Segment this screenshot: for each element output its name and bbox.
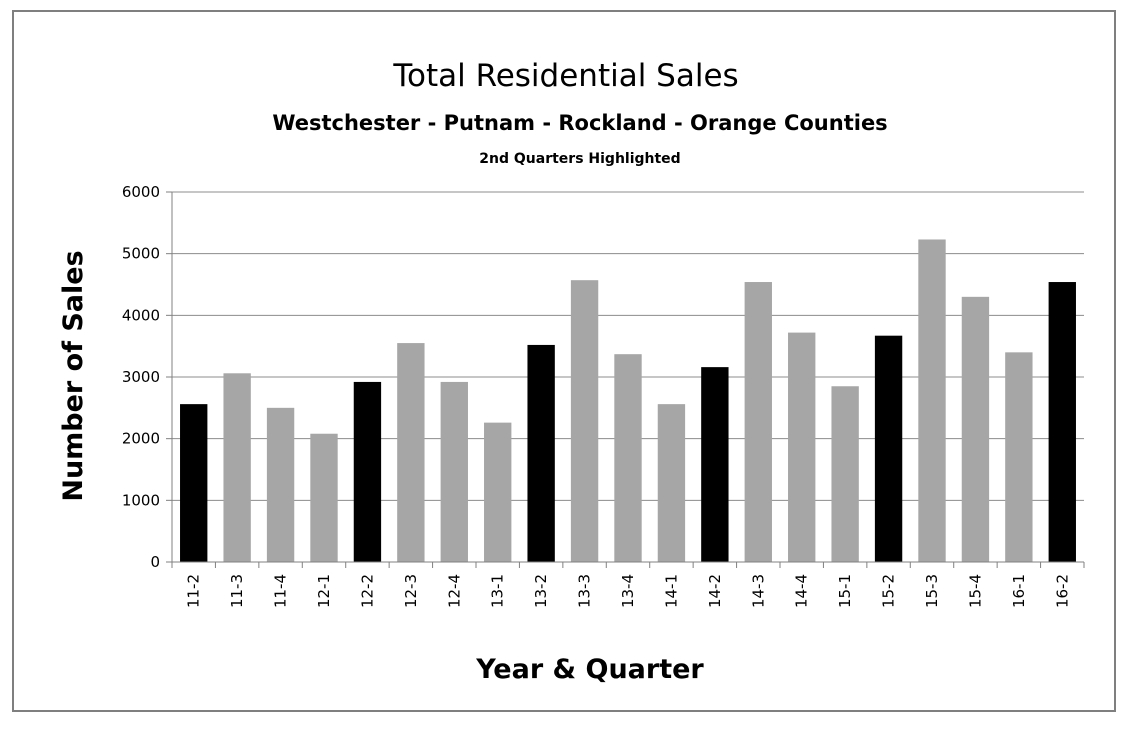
chart-note: 2nd Quarters Highlighted [479, 151, 680, 167]
x-tick-label: 13-2 [532, 574, 550, 608]
x-tick-label: 11-3 [228, 574, 246, 608]
x-tick-label: 11-2 [185, 574, 203, 608]
bar-15-3 [918, 239, 946, 562]
axes [171, 192, 1084, 563]
x-tick-labels: 11-2 11-3 11-4 12-1 12-2 12-3 12-4 13-1 13-2 13-3… [185, 574, 1072, 608]
y-tick-label: 2000 [122, 430, 160, 448]
x-tick-label: 11-4 [272, 574, 290, 608]
y-tick-label: 6000 [122, 183, 160, 201]
bar-16-2 [1048, 282, 1076, 562]
bar-14-1 [657, 404, 686, 562]
bar-12-4 [440, 381, 468, 562]
x-tick-label: 16-2 [1053, 574, 1071, 608]
bar-14-3 [744, 282, 772, 562]
bar-13-2 [527, 344, 555, 562]
x-tick-label: 16-1 [1010, 574, 1028, 608]
x-tick-label: 13-1 [489, 574, 507, 608]
x-tick-label: 13-3 [576, 574, 594, 608]
x-tick-label: 12-1 [315, 574, 333, 608]
x-tick-label: 12-3 [402, 574, 420, 608]
bars [180, 239, 1076, 562]
bar-13-3 [570, 280, 599, 562]
x-tick-label: 12-4 [445, 574, 463, 608]
bar-12-3 [397, 343, 425, 562]
x-tick-label: 15-2 [880, 574, 898, 608]
bar-11-2 [180, 404, 208, 562]
y-tick-labels: 0 1000 2000 3000 4000 5000 6000 [122, 183, 160, 571]
bar-12-2 [353, 381, 382, 562]
bar-15-1 [831, 386, 859, 562]
bar-15-4 [961, 296, 990, 562]
bar-15-2 [874, 335, 903, 562]
bar-14-4 [788, 332, 816, 562]
y-tick-label: 4000 [122, 306, 160, 324]
y-tick-label: 0 [150, 553, 160, 571]
y-tick-label: 3000 [122, 368, 160, 386]
x-axis-label: Year & Quarter [475, 654, 704, 685]
y-tick-label: 1000 [122, 491, 160, 509]
x-tick-label: 14-3 [749, 574, 767, 608]
bar-11-3 [223, 373, 251, 562]
x-tick-label: 15-4 [966, 574, 984, 608]
x-tick-label: 15-3 [923, 574, 941, 608]
bar-13-1 [484, 422, 512, 562]
x-tick-label: 14-2 [706, 574, 724, 608]
x-tick-label: 15-1 [836, 574, 854, 608]
y-tick-label: 5000 [122, 245, 160, 263]
chart-subtitle: Westchester - Putnam - Rockland - Orange… [272, 111, 887, 135]
x-tick-label: 14-4 [793, 574, 811, 608]
bar-13-4 [614, 354, 642, 562]
bar-16-1 [1005, 352, 1033, 562]
y-axis-label: Number of Sales [58, 250, 89, 501]
x-tick-label: 12-2 [358, 574, 376, 608]
bar-11-4 [266, 407, 295, 562]
bar-12-1 [310, 433, 338, 562]
chart-title: Total Residential Sales [392, 58, 738, 94]
x-tick-label: 13-4 [619, 574, 637, 608]
x-tick-label: 14-1 [662, 574, 680, 608]
bar-14-2 [701, 367, 729, 562]
